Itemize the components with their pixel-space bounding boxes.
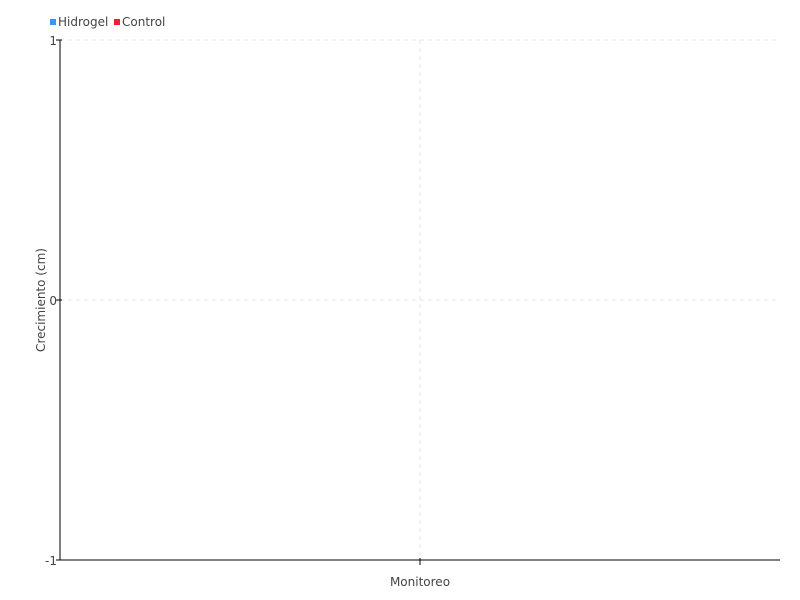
legend: Hidrogel Control	[50, 15, 165, 29]
y-axis-label: Crecimiento (cm)	[34, 248, 48, 352]
legend-label-hidrogel: Hidrogel	[58, 15, 108, 29]
legend-label-control: Control	[122, 15, 165, 29]
x-axis-label: Monitoreo	[390, 575, 450, 589]
y-tick-label: 1	[49, 34, 57, 48]
ticks: 1 0 -1	[45, 34, 421, 568]
legend-swatch-hidrogel	[50, 19, 56, 25]
legend-swatch-control	[114, 19, 120, 25]
y-tick-label: 0	[49, 294, 57, 308]
y-tick-label: -1	[45, 554, 57, 568]
grid	[60, 39, 780, 561]
